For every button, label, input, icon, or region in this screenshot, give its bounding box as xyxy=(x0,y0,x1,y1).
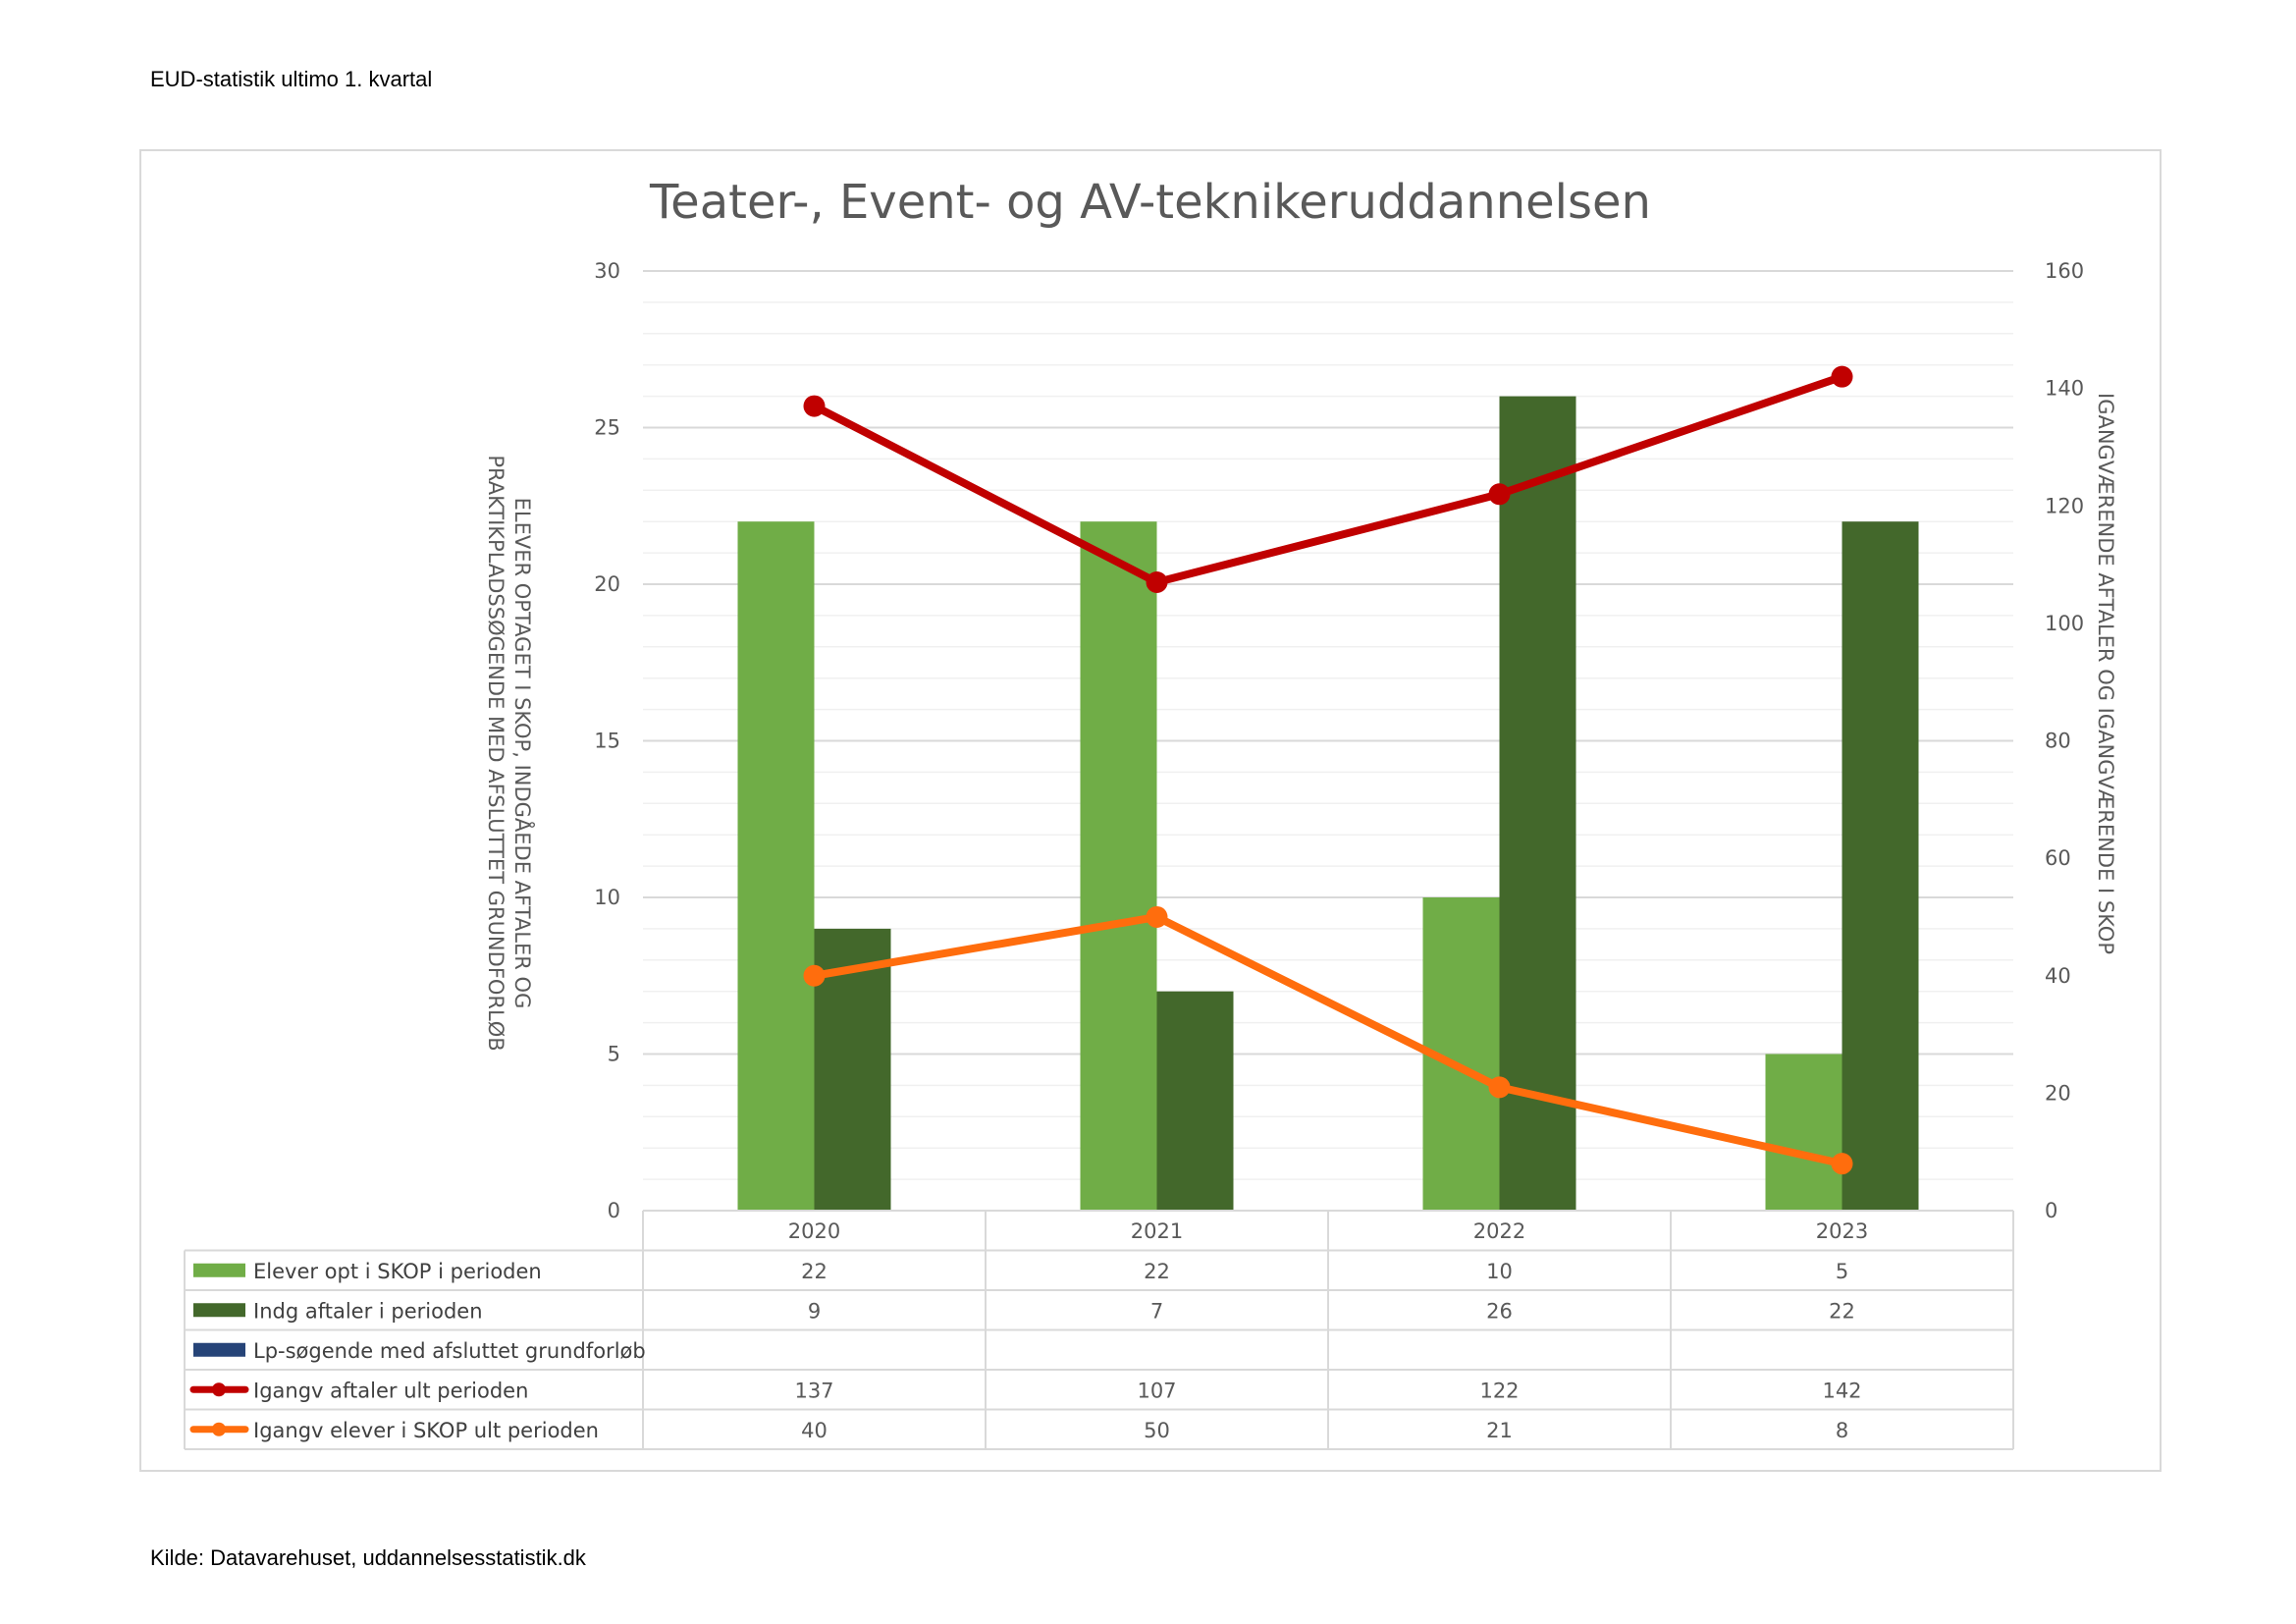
category-label: 2022 xyxy=(1473,1219,1525,1243)
right-tick-label: 140 xyxy=(2045,377,2084,401)
left-tick-label: 5 xyxy=(608,1043,620,1066)
right-axis-ticks: 0 20 40 60 80 100 120 140 160 xyxy=(2045,259,2084,1222)
category-label: 2023 xyxy=(1816,1219,1868,1243)
bar-2021-s1 xyxy=(1156,991,1234,1211)
left-axis-label-line: ELEVER OPTAGET I SKOP, INDGÅEDE AFTALER … xyxy=(510,498,536,1009)
right-tick-label: 20 xyxy=(2045,1081,2071,1105)
data-table: 2020 2021 2022 2023 Elever opt i SKOP i peri… xyxy=(184,1210,2014,1450)
bar-2020-s0 xyxy=(737,521,815,1211)
table-cell-value: 8 xyxy=(1836,1419,1848,1442)
line-series-0 xyxy=(810,372,1846,587)
right-tick-label: 120 xyxy=(2045,494,2084,517)
point-2020-line1 xyxy=(803,964,826,987)
left-axis-ticks: 0 5 10 15 20 25 30 xyxy=(594,259,620,1222)
table-cell-value: 21 xyxy=(1486,1419,1513,1442)
series-name: Lp-søgende med afsluttet grundforløb xyxy=(253,1339,646,1363)
left-axis-label: ELEVER OPTAGET I SKOP, INDGÅEDE AFTALER … xyxy=(484,455,536,1051)
legend-key-bar xyxy=(193,1303,245,1318)
bar-2021-s0 xyxy=(1080,521,1157,1211)
page-footer: Kilde: Datavarehuset, uddannelsesstatist… xyxy=(150,1545,586,1570)
left-tick-label: 30 xyxy=(594,259,620,283)
point-2022-line0 xyxy=(1488,483,1511,506)
bar-2023-s0 xyxy=(1765,1054,1842,1211)
left-axis-label-line: PRAKTIKPLADSSØGENDE MED AFSLUTTET GRUNDF… xyxy=(484,455,507,1051)
table-cell-value: 22 xyxy=(801,1260,828,1283)
point-2022-line1 xyxy=(1488,1076,1511,1099)
category-label: 2020 xyxy=(788,1219,840,1243)
category-label: 2021 xyxy=(1131,1219,1183,1243)
right-tick-label: 100 xyxy=(2045,612,2084,635)
table-cell-value: 40 xyxy=(801,1419,828,1442)
point-2021-line0 xyxy=(1146,571,1168,594)
right-axis-label: IGANGVÆRENDE AFTALER OG IGANGVÆRENDE I S… xyxy=(2094,393,2117,954)
table-cell-value: 7 xyxy=(1150,1299,1163,1323)
left-tick-label: 20 xyxy=(594,572,620,596)
left-tick-label: 15 xyxy=(594,730,620,753)
left-tick-label: 0 xyxy=(608,1199,620,1222)
table-cell-value: 137 xyxy=(794,1379,833,1402)
legend-key-marker xyxy=(212,1422,226,1436)
table-cell-value: 5 xyxy=(1836,1260,1848,1283)
point-2021-line1 xyxy=(1146,905,1168,928)
table-cell-value: 22 xyxy=(1144,1260,1170,1283)
left-tick-label: 25 xyxy=(594,416,620,440)
table-cell-value: 10 xyxy=(1486,1260,1513,1283)
left-tick-label: 10 xyxy=(594,886,620,909)
right-tick-label: 80 xyxy=(2045,730,2071,753)
point-2020-line0 xyxy=(803,395,826,417)
series-name: Igangv elever i SKOP ult perioden xyxy=(253,1419,599,1442)
bar-2022-s1 xyxy=(1499,396,1576,1212)
series-name: Igangv aftaler ult perioden xyxy=(253,1379,528,1402)
right-tick-label: 0 xyxy=(2045,1199,2057,1222)
table-cell-value: 122 xyxy=(1479,1379,1519,1402)
line-series xyxy=(803,365,1853,1175)
table-cell-value: 26 xyxy=(1486,1299,1513,1323)
table-cell-value: 142 xyxy=(1822,1379,1861,1402)
table-cell-value: 22 xyxy=(1829,1299,1855,1323)
right-tick-label: 40 xyxy=(2045,964,2071,988)
bar-2023-s1 xyxy=(1842,521,1919,1211)
right-tick-label: 60 xyxy=(2045,846,2071,870)
series-name: Elever opt i SKOP i perioden xyxy=(253,1260,542,1283)
point-2023-line0 xyxy=(1831,365,1853,388)
legend-key-bar xyxy=(193,1263,245,1277)
series-name: Indg aftaler i perioden xyxy=(253,1299,483,1323)
right-tick-label: 160 xyxy=(2045,259,2084,283)
chart-title: Teater-, Event- og AV-teknikeruddannelse… xyxy=(649,175,1651,230)
line-series-1 xyxy=(810,912,1846,1168)
legend-key-marker xyxy=(212,1382,226,1397)
point-2023-line1 xyxy=(1831,1153,1853,1175)
legend-key-bar xyxy=(193,1342,245,1357)
table-cell-value: 107 xyxy=(1137,1379,1176,1402)
page-header: EUD-statistik ultimo 1. kvartal xyxy=(150,67,433,91)
table-cell-value: 9 xyxy=(808,1299,821,1323)
table-cell-value: 50 xyxy=(1144,1419,1170,1442)
